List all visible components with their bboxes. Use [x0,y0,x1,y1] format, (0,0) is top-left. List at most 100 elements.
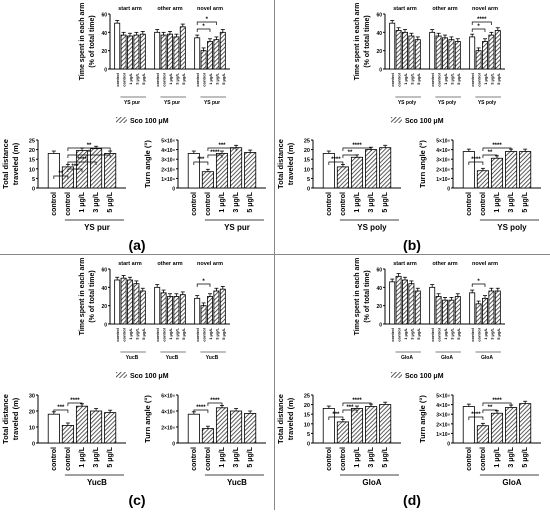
panel-b-arms-group-compound: YS poly [438,100,457,106]
panel-c-distance-ytick-label: 20 [29,410,35,416]
panel-b-arms-group-label: novel arm [472,6,498,12]
panel-c-arms-category-label: control [115,328,120,342]
panel-b-arms-group-compound: YS poly [478,100,497,106]
panel-d-turn-bar [505,407,518,444]
panel-c: 0 20 40 60 Time spent in each arm (% of total… [0,255,275,510]
panel-c-distance-category-label: control [51,447,58,471]
panel-a-arms-bar [127,35,133,70]
panel-a-distance-category-label: control [51,192,58,216]
panel-a-arms-category-label: control [202,73,207,87]
panel-d-distance-xlabel: GloA [362,478,381,487]
panel-c-arms-category-label: 3 μg/L [174,327,179,339]
panel-d-legend-label: Sco 100 μM [405,373,444,380]
panel-d-arms-bar [435,296,442,325]
panel-c-legend-label: Sco 100 μM [130,373,169,380]
panel-d-turn-xlabel: GloA [502,478,521,487]
panel-c-turn-bar [244,412,257,444]
panel-a-distance-sig-stars: **** [77,157,87,163]
panel-d-turn-ylabel: Turn angle (°) [418,395,427,443]
panel-d-distance-ytick-label: 5 [307,432,310,438]
panel-d-arms-category-label: 1 μg/L [403,327,408,339]
panel-d-turn-bar [519,403,532,444]
panel-d-turn-ytick-label: 1×10⁴ [436,432,450,438]
panel-a-distance-sig-bracket [67,161,97,165]
panel-d-arms-category-label: control [470,328,475,342]
panel-d-distance-category-label: control [340,447,347,471]
panel-c-chart: 0 20 40 60 Time spent in each arm (% of total… [1,258,266,508]
panel-a-distance-sig-stars: ** [87,143,92,149]
panel-d-arms-group-compound: GloA [441,355,453,361]
panel-d-arms-bar [482,297,488,325]
panel-c-arms-category-label: 3 μg/L [134,327,139,339]
panel-a-turn-category-label: 3 μg/L [233,191,240,212]
panel-c-arms-group-label: novel arm [197,261,223,267]
panel-b-distance-bar [350,156,364,189]
panel-a-distance-ytick-label: 10 [29,167,35,173]
panel-a-turn-ylabel: Turn angle (°) [143,140,152,188]
panel-c-arms-bar [200,305,207,325]
panel-d-arms-group-compound: GloA [401,355,413,361]
panel-d-letter: (d) [403,492,421,508]
panel-d-arms-ytick-label: 60 [376,268,382,274]
panel-b-turn-xlabel: YS poly [497,223,527,232]
panel-a-turn-ytick-label: 0 [172,187,175,193]
panel-a-arms-group-label: other arm [157,6,182,12]
panel-c-arms-bar [127,279,133,325]
panel-c-arms-category-label: control [202,328,207,342]
panel-b-arms-bar [448,39,455,70]
panel-b-turn-ytick-label: 2×10⁴ [436,167,450,173]
panel-c-distance-bar [61,424,74,444]
panel-a-arms-category-label: control [155,73,160,87]
panel-a-arms-ylabel-2: (% of total time) [89,15,96,68]
panel-a-turn-category-label: control [191,192,198,216]
panel-b-turn-ytick-label: 0 [447,187,450,193]
panel-c-distance-ylabel: Total distance [1,394,10,444]
panel-b-arms-category-label: 3 μg/L [409,72,414,84]
panel-a-legend-label: Sco 100 μM [130,118,169,125]
panel-d-turn-category-label: 1 μg/L [494,446,501,467]
panel-c-arms-ylabel-2: (% of total time) [89,270,96,323]
panel-c-arms-bar [194,297,201,325]
panel-a-arms-sig-stars: * [206,17,209,23]
panel-c-arms-ylabel: Time spent in each arm [79,258,86,336]
panel-d-turn-sig-stars: **** [492,398,502,404]
panel-d-arms-sig-stars: * [477,279,480,285]
panel-d-distance-bar [336,421,349,444]
panel-c-turn-sig-stars: **** [210,398,220,404]
panel-d-arms-category-label: 5 μg/L [416,327,421,339]
panel-c-turn-bar [201,428,214,444]
panel-a-arms-bar [207,41,213,70]
panel-a-turn-category-label: 5 μg/L [247,191,254,212]
panel-d-arms-bar [442,299,448,325]
panel-b-distance-sig-stars: **** [352,143,362,149]
panel-d-turn-category-label: 5 μg/L [522,446,529,467]
panel-c-arms-sig-stars: * [202,279,205,285]
panel-b-arms-bar [482,41,488,70]
panel-b-distance-sig-stars: ** [348,150,353,156]
panel-c-legend-swatch [116,372,127,378]
panel-d-arms-ytick-label: 0 [379,323,382,329]
panel-c-arms-ytick-label: 60 [101,268,107,274]
panel-b-turn-sig-stars: ** [488,150,493,156]
panel-c-distance-ylabel-2: traveled (m) [11,397,20,440]
panel-c-turn-bar [230,410,243,444]
panel-d-arms-group-label: start arm [393,261,417,267]
panel-a-chart: 0 20 40 60 Time spent in each arm (% of total… [1,3,266,253]
panel-b-distance-category-label: 3 μg/L [368,191,375,212]
panel-a-turn-xlabel: YS pur [224,223,250,232]
panel-b-legend-label: Sco 100 μM [405,118,444,125]
panel-d-arms-category-label: control [477,328,482,342]
panel-c-turn-category-label: control [191,447,198,471]
panel-a-distance-sig-bracket [67,168,83,172]
panel-d-arms-category-label: 5 μg/L [496,327,501,339]
panel-a-arms-group-label: novel arm [197,6,223,12]
panel-a-arms-category-label: 1 μg/L [208,72,213,84]
panel-b-turn-ytick-label: 5×10⁴ [436,139,450,145]
panel-b-distance-sig-bracket [342,154,358,158]
panel-d-distance-ytick-label: 10 [304,422,310,428]
panel-b-distance-sig-stars: **** [331,157,341,163]
panel-b-turn-category-label: 5 μg/L [522,191,529,212]
panel-b-arms-group-compound: YS poly [398,100,417,106]
panel-c-arms-ytick-label: 0 [104,323,107,329]
